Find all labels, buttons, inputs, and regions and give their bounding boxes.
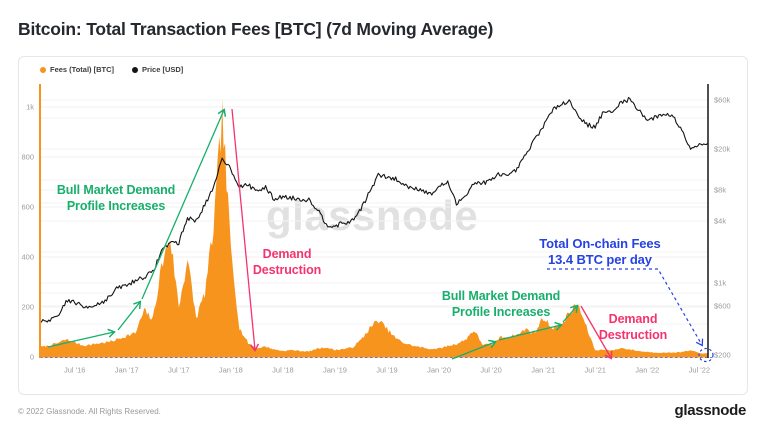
svg-text:$600: $600	[714, 301, 731, 310]
svg-text:Jul '22: Jul '22	[689, 366, 710, 375]
chart-legend: Fees (Total) [BTC] Price [USD]	[40, 65, 183, 74]
glassnode-watermark: glassnode	[266, 192, 479, 239]
svg-text:Jul '21: Jul '21	[584, 366, 605, 375]
svg-text:Jan '18: Jan '18	[219, 366, 243, 375]
svg-text:Jul '16: Jul '16	[64, 366, 85, 375]
svg-text:Jul '18: Jul '18	[272, 366, 293, 375]
fees-series-dot-icon	[40, 66, 46, 73]
annotation-bull-market-right: Bull Market Demand Profile Increases	[441, 289, 561, 319]
svg-text:Jul '17: Jul '17	[168, 366, 189, 375]
copyright-text: © 2022 Glassnode. All Rights Reserved.	[18, 407, 161, 416]
svg-text:1k: 1k	[26, 103, 34, 112]
legend-item-fees[interactable]: Fees (Total) [BTC]	[40, 65, 114, 74]
svg-text:$60k: $60k	[714, 95, 731, 104]
svg-text:800: 800	[21, 153, 34, 162]
svg-text:$8k: $8k	[714, 185, 726, 194]
glassnode-logo: glassnode	[674, 402, 747, 419]
svg-text:$4k: $4k	[714, 216, 726, 225]
legend-label-price: Price [USD]	[142, 65, 184, 74]
svg-text:0: 0	[30, 353, 34, 362]
page-title: Bitcoin: Total Transaction Fees [BTC] (7…	[18, 19, 494, 39]
svg-text:Jan '17: Jan '17	[115, 366, 139, 375]
svg-text:Jan '22: Jan '22	[635, 366, 659, 375]
price-series-dot-icon	[132, 66, 139, 73]
legend-label-fees: Fees (Total) [BTC]	[50, 65, 115, 74]
svg-text:Jan '20: Jan '20	[427, 366, 451, 375]
svg-text:Jul '20: Jul '20	[480, 366, 501, 375]
annotation-demand-destruction-right: Demand Destruction	[598, 312, 668, 342]
annotation-onchain-fees-callout: Total On-chain Fees 13.4 BTC per day	[539, 236, 661, 267]
annotation-demand-destruction-left: Demand Destruction	[252, 247, 322, 277]
svg-text:400: 400	[21, 253, 34, 262]
svg-text:Jul '19: Jul '19	[376, 366, 397, 375]
svg-text:200: 200	[21, 303, 34, 312]
svg-text:600: 600	[21, 203, 34, 212]
svg-text:$1k: $1k	[714, 279, 726, 288]
legend-item-price[interactable]: Price [USD]	[132, 65, 183, 74]
annotation-bull-market-left: Bull Market Demand Profile Increases	[56, 183, 176, 213]
svg-text:Jan '21: Jan '21	[531, 366, 555, 375]
svg-text:$200: $200	[714, 351, 731, 360]
svg-text:Jan '19: Jan '19	[323, 366, 347, 375]
svg-text:$20k: $20k	[714, 145, 731, 154]
